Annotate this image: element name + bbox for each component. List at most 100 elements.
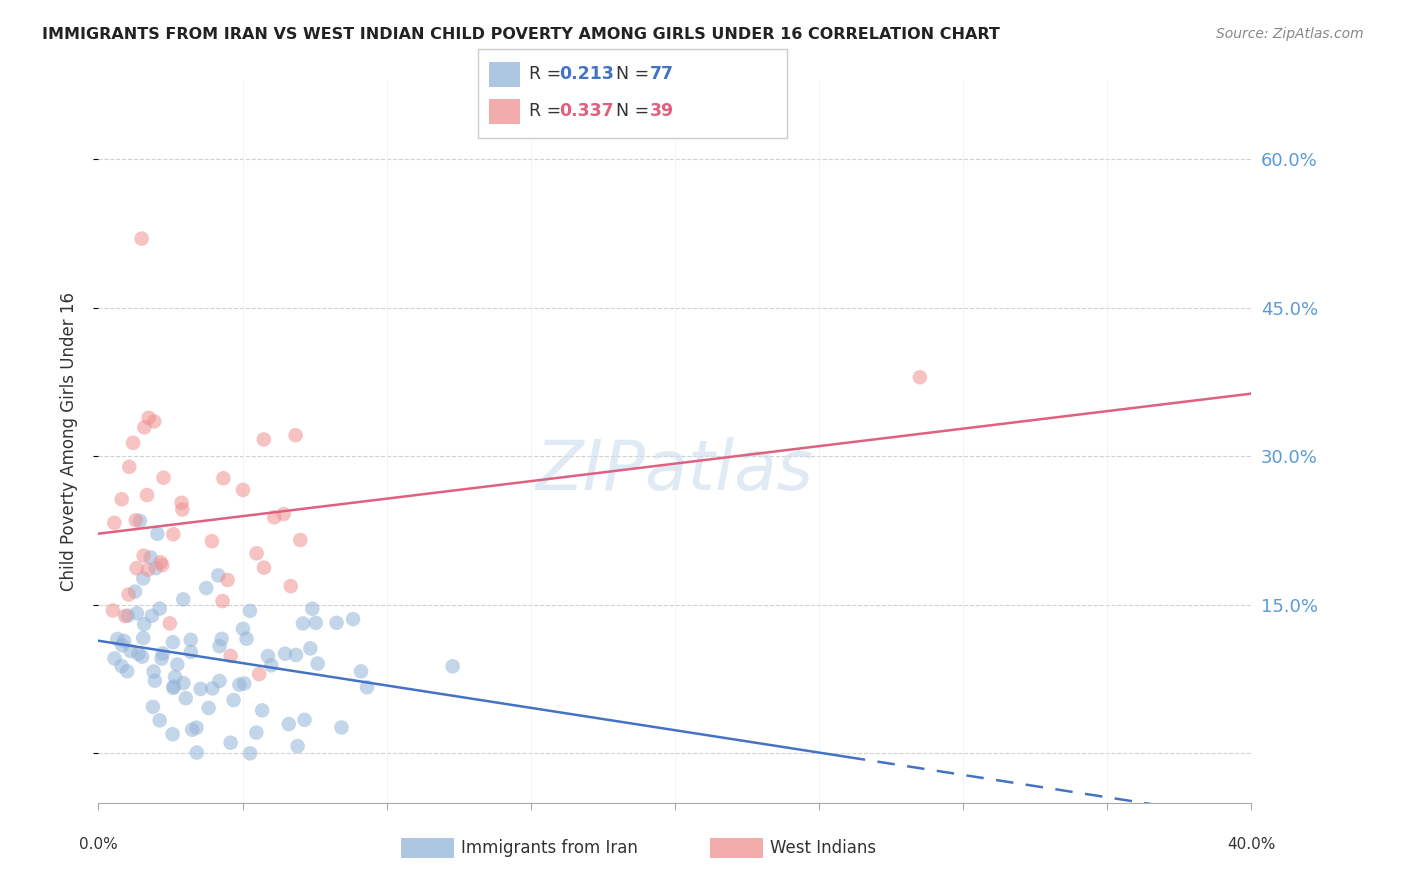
Point	[250, 703, 273, 717]
Point	[132, 549, 155, 563]
Point	[134, 420, 156, 434]
Point	[222, 693, 245, 707]
Point	[232, 483, 254, 497]
Point	[146, 526, 169, 541]
Point	[114, 609, 136, 624]
Point	[131, 232, 153, 246]
Point	[208, 639, 231, 653]
Point	[149, 601, 172, 615]
Point	[330, 721, 353, 735]
Point	[245, 546, 267, 560]
Point	[284, 428, 307, 442]
Point	[197, 701, 219, 715]
Text: 0.213: 0.213	[560, 65, 614, 83]
Point	[125, 606, 148, 620]
Point	[132, 571, 155, 585]
Point	[166, 657, 188, 672]
Text: 39: 39	[650, 103, 673, 120]
Point	[290, 533, 312, 547]
Point	[253, 433, 276, 447]
Point	[103, 651, 125, 665]
Y-axis label: Child Poverty Among Girls Under 16: Child Poverty Among Girls Under 16	[59, 292, 77, 591]
Point	[174, 691, 197, 706]
Point	[211, 594, 233, 608]
Point	[172, 592, 194, 607]
Point	[247, 667, 270, 681]
Point	[162, 635, 184, 649]
Point	[101, 603, 124, 617]
Point	[112, 634, 135, 648]
Point	[180, 645, 202, 659]
Point	[139, 550, 162, 565]
Point	[287, 739, 309, 753]
Point	[163, 670, 186, 684]
Point	[111, 492, 134, 507]
Point	[219, 648, 242, 663]
Point	[245, 725, 267, 739]
Point	[325, 615, 347, 630]
Point	[122, 435, 145, 450]
Point	[117, 608, 139, 623]
Point	[239, 747, 262, 761]
Point	[908, 370, 931, 384]
Text: 77: 77	[650, 65, 673, 83]
Point	[356, 681, 378, 695]
Point	[142, 665, 165, 679]
Text: ZIPatlas: ZIPatlas	[536, 437, 814, 504]
Point	[107, 632, 129, 646]
Point	[136, 488, 159, 502]
Text: IMMIGRANTS FROM IRAN VS WEST INDIAN CHILD POVERTY AMONG GIRLS UNDER 16 CORRELATI: IMMIGRANTS FROM IRAN VS WEST INDIAN CHIL…	[42, 27, 1000, 42]
Point	[273, 507, 295, 521]
Point	[201, 681, 224, 696]
Point	[263, 510, 285, 524]
Point	[141, 608, 163, 623]
Point	[115, 665, 138, 679]
Point	[232, 622, 254, 636]
Point	[110, 659, 132, 673]
Point	[257, 649, 280, 664]
Point	[142, 699, 165, 714]
Point	[186, 721, 208, 735]
Point	[129, 514, 152, 528]
Text: N =: N =	[616, 65, 655, 83]
Point	[120, 644, 142, 658]
Text: Immigrants from Iran: Immigrants from Iran	[461, 839, 638, 857]
Point	[127, 647, 149, 661]
Point	[307, 657, 329, 671]
Point	[149, 714, 172, 728]
Text: 0.337: 0.337	[560, 103, 614, 120]
Point	[299, 641, 322, 656]
Point	[233, 676, 256, 690]
Point	[145, 561, 167, 575]
Point	[162, 681, 184, 695]
Text: West Indians: West Indians	[770, 839, 876, 857]
Point	[111, 638, 134, 652]
Text: R =: R =	[529, 65, 567, 83]
Text: N =: N =	[616, 103, 655, 120]
Point	[217, 573, 239, 587]
Point	[172, 676, 194, 690]
Point	[103, 516, 125, 530]
Point	[260, 658, 283, 673]
Point	[291, 616, 314, 631]
Point	[131, 649, 153, 664]
Point	[239, 604, 262, 618]
Point	[211, 632, 233, 646]
Point	[125, 513, 148, 527]
Point	[195, 581, 218, 595]
Point	[201, 534, 224, 549]
Text: Source: ZipAtlas.com: Source: ZipAtlas.com	[1216, 27, 1364, 41]
Point	[124, 584, 146, 599]
Point	[441, 659, 464, 673]
Point	[118, 459, 141, 474]
Point	[235, 632, 257, 646]
Point	[305, 615, 328, 630]
Text: R =: R =	[529, 103, 567, 120]
Point	[117, 587, 139, 601]
Point	[274, 647, 297, 661]
Point	[219, 736, 242, 750]
Point	[294, 713, 316, 727]
Point	[280, 579, 302, 593]
Point	[190, 681, 212, 696]
Point	[143, 414, 166, 428]
